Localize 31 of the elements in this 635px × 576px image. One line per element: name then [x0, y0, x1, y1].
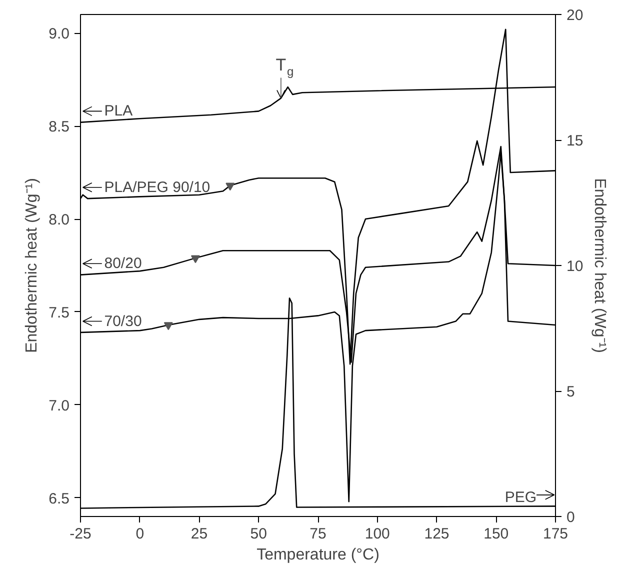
x-tick-label: 25: [190, 526, 208, 542]
y-tick-label: 6.5: [48, 490, 70, 508]
x-axis-title: Temperature (°C): [256, 546, 380, 564]
x-tick-label: 100: [364, 526, 390, 542]
legend-label: 70/30: [104, 312, 142, 330]
y2-tick-label: 10: [566, 258, 584, 275]
series-label: PEG: [504, 489, 537, 506]
legend-label: PLA: [104, 102, 133, 120]
y-tick-label: 7.0: [48, 397, 70, 414]
x-tick-label: 0: [136, 526, 144, 542]
legend-label: PLA/PEG 90/10: [104, 178, 210, 196]
x-tick-label: 125: [424, 526, 450, 542]
point: [164, 322, 173, 330]
point: [190, 255, 200, 264]
y2-tick-label: 0: [566, 509, 575, 526]
legend-label: 80/20: [104, 255, 142, 272]
y2-tick-label: 20: [566, 7, 584, 24]
y2-tick-label: 15: [566, 132, 584, 150]
y-tick-label: 8.0: [48, 212, 70, 229]
x-tick-label: 150: [484, 526, 509, 542]
y2-axis-title: Endothermic heat (Wg⁻¹): [591, 178, 608, 353]
point: [226, 182, 235, 191]
x-tick-label: -25: [70, 526, 92, 542]
y-axis-title: Endothermic heat (Wg⁻¹): [24, 178, 41, 353]
y-tick-label: 9.0: [48, 26, 70, 43]
y-tick-label: 8.5: [48, 118, 70, 136]
y-tick-label: 7.5: [48, 304, 70, 322]
x-tick-label: 50: [250, 526, 267, 542]
x-tick-label: 75: [310, 526, 326, 542]
x-tick-label: 175: [542, 526, 568, 542]
y2-tick-label: 5: [566, 384, 575, 400]
